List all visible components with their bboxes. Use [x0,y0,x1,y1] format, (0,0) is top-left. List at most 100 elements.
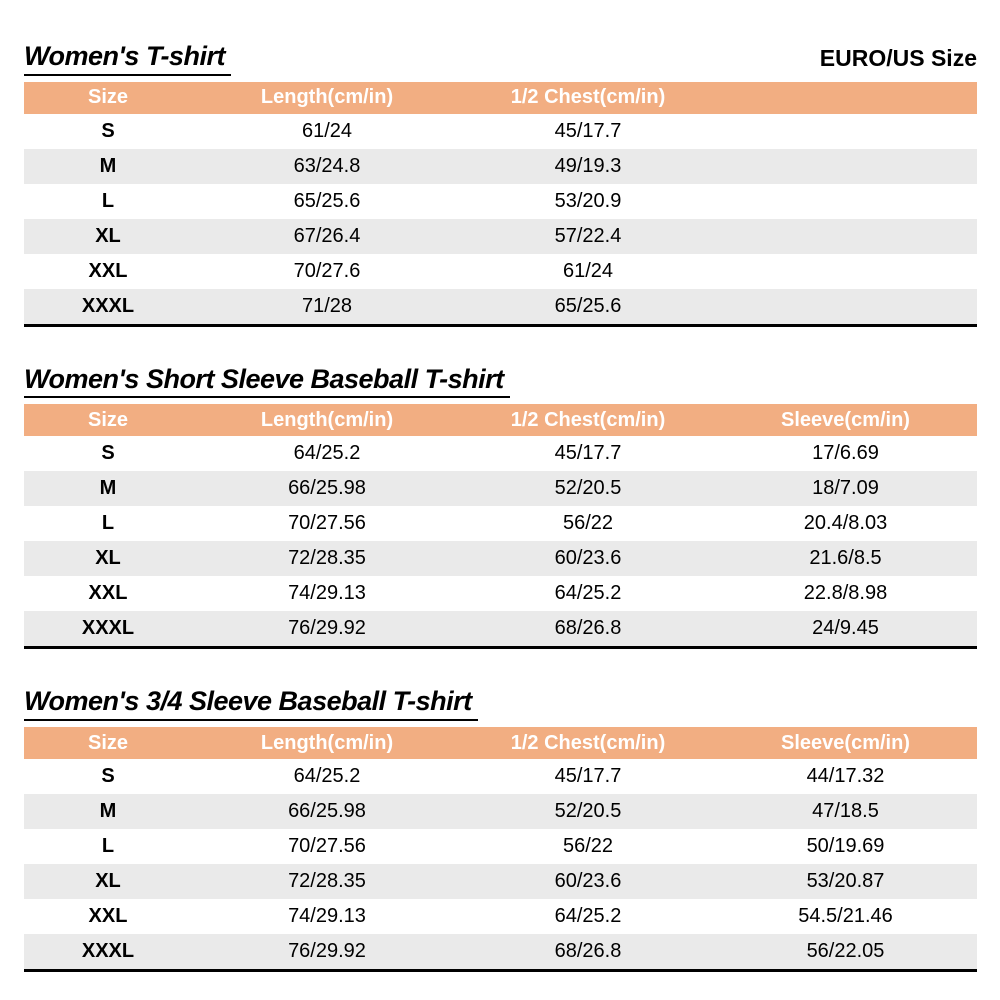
size-table: Size Length(cm/in) 1/2 Chest(cm/in) Sleeve(… [24,404,977,650]
length-cell: 65/25.6 [293,189,361,212]
table-row: XXL 70/27.6 61/24 [24,254,977,289]
chest-cell: 45/17.7 [554,442,622,465]
size-cell: S [101,765,115,788]
sleeve-cell [714,254,977,289]
column-header-sleeve: Sleeve(cm/in) [714,404,977,437]
size-cell: XL [95,870,121,893]
column-header-sleeve: Sleeve(cm/in) [714,727,977,760]
size-table: Size Length(cm/in) 1/2 Chest(cm/in) Sleeve(… [24,727,977,973]
size-cell: XXL [88,582,128,605]
table-row: XXXL 71/28 65/25.6 [24,288,977,326]
sleeve-cell: 17/6.69 [812,442,879,465]
length-cell: 66/25.98 [288,477,366,500]
size-cell: XXXL [81,294,135,317]
sleeve-cell: 56/22.05 [806,940,885,963]
size-cell: XXXL [81,940,135,963]
size-cell: M [99,154,117,177]
length-cell: 64/25.2 [293,442,361,465]
sleeve-cell: 20.4/8.03 [803,512,888,535]
sleeve-cell: 53/20.87 [806,870,885,893]
column-header-sleeve [714,81,977,114]
size-chart-section: Women's 3/4 Sleeve Baseball T-shirt Size… [24,687,977,973]
table-row: XL 72/28.35 60/23.6 21.6/8.5 [24,541,977,577]
chest-cell: 52/20.5 [554,800,622,823]
chest-cell: 60/23.6 [554,870,622,893]
table-row: L 65/25.6 53/20.9 [24,184,977,219]
sections-root: Women's T-shirt EURO/US Size Size Length(… [24,41,977,973]
length-cell: 72/28.35 [288,870,366,893]
size-cell: XL [95,547,121,570]
table-row: S 64/25.2 45/17.7 17/6.69 [24,436,977,471]
table-row: XXL 74/29.13 64/25.2 54.5/21.46 [24,899,977,934]
size-cell: XXL [88,259,128,282]
section-title: Women's 3/4 Sleeve Baseball T-shirt [24,687,478,722]
table-row: XXXL 76/29.92 68/26.8 56/22.05 [24,934,977,971]
length-cell: 67/26.4 [293,224,361,247]
sleeve-cell: 22.8/8.98 [803,582,888,605]
chest-cell: 52/20.5 [554,477,622,500]
chest-cell: 64/25.2 [554,905,622,928]
column-header-size: Size [24,404,192,437]
table-row: M 63/24.8 49/19.3 [24,148,977,184]
size-cell: XXL [88,905,128,928]
length-cell: 64/25.2 [293,765,361,788]
length-cell: 66/25.98 [288,800,366,823]
table-row: S 61/24 45/17.7 [24,114,977,149]
column-header-chest: 1/2 Chest(cm/in) [462,81,714,114]
table-body: S 64/25.2 45/17.7 17/6.69 M 66/25.98 52/20.5 18… [24,436,977,648]
chest-cell: 64/25.2 [554,582,622,605]
column-header-size: Size [24,727,192,760]
chest-cell: 60/23.6 [554,547,622,570]
sleeve-cell: 47/18.5 [812,800,879,823]
size-cell: L [101,189,115,212]
table-body: S 64/25.2 45/17.7 44/17.32 M 66/25.98 52/20.5 4… [24,759,977,971]
length-cell: 76/29.92 [288,617,366,640]
table-header: Size Length(cm/in) 1/2 Chest(cm/in) Sleeve(… [24,727,977,760]
length-cell: 76/29.92 [288,940,366,963]
column-header-length: Length(cm/in) [192,81,462,114]
sleeve-cell [714,289,977,326]
header-row: Size Length(cm/in) 1/2 Chest(cm/in) Sleeve(… [24,404,977,437]
chest-cell: 65/25.6 [554,294,622,317]
length-cell: 70/27.56 [288,512,366,535]
table-header: Size Length(cm/in) 1/2 Chest(cm/in) [24,81,977,114]
header-row: Size Length(cm/in) 1/2 Chest(cm/in) Sleeve(… [24,727,977,760]
chest-cell: 45/17.7 [554,765,622,788]
length-cell: 74/29.13 [288,582,366,605]
size-cell: S [101,442,115,465]
sleeve-cell [714,114,977,149]
section-head: Women's T-shirt EURO/US Size [24,41,977,76]
section-head: Women's 3/4 Sleeve Baseball T-shirt [24,687,977,722]
chest-cell: 68/26.8 [554,617,622,640]
table-row: L 70/27.56 56/22 50/19.69 [24,829,977,864]
size-cell: S [101,119,115,142]
column-header-chest: 1/2 Chest(cm/in) [462,404,714,437]
column-header-length: Length(cm/in) [192,404,462,437]
size-cell: XXXL [81,617,135,640]
chest-cell: 57/22.4 [554,224,622,247]
length-cell: 71/28 [301,294,353,317]
length-cell: 63/24.8 [293,154,361,177]
sleeve-cell: 21.6/8.5 [809,547,882,570]
chest-cell: 56/22 [562,835,614,858]
sleeve-cell [714,149,977,184]
size-cell: L [101,835,115,858]
section-title: Women's Short Sleeve Baseball T-shirt [24,364,510,399]
chest-cell: 45/17.7 [554,119,622,142]
chest-cell: 56/22 [562,512,614,535]
table-body: S 61/24 45/17.7 M 63/24.8 49/19.3 L 65/25.6 53/2… [24,114,977,326]
sleeve-cell [714,184,977,219]
column-header-size: Size [24,81,192,114]
sleeve-cell: 44/17.32 [806,765,885,788]
sleeve-cell: 50/19.69 [806,835,885,858]
section-head: Women's Short Sleeve Baseball T-shirt [24,364,977,399]
size-table: Size Length(cm/in) 1/2 Chest(cm/in) S 61/24… [24,81,977,327]
table-row: L 70/27.56 56/22 20.4/8.03 [24,506,977,541]
size-cell: M [99,800,117,823]
table-row: XXL 74/29.13 64/25.2 22.8/8.98 [24,576,977,611]
table-row: XL 67/26.4 57/22.4 [24,218,977,254]
column-header-chest: 1/2 Chest(cm/in) [462,727,714,760]
length-cell: 70/27.6 [293,259,361,282]
length-cell: 70/27.56 [288,835,366,858]
